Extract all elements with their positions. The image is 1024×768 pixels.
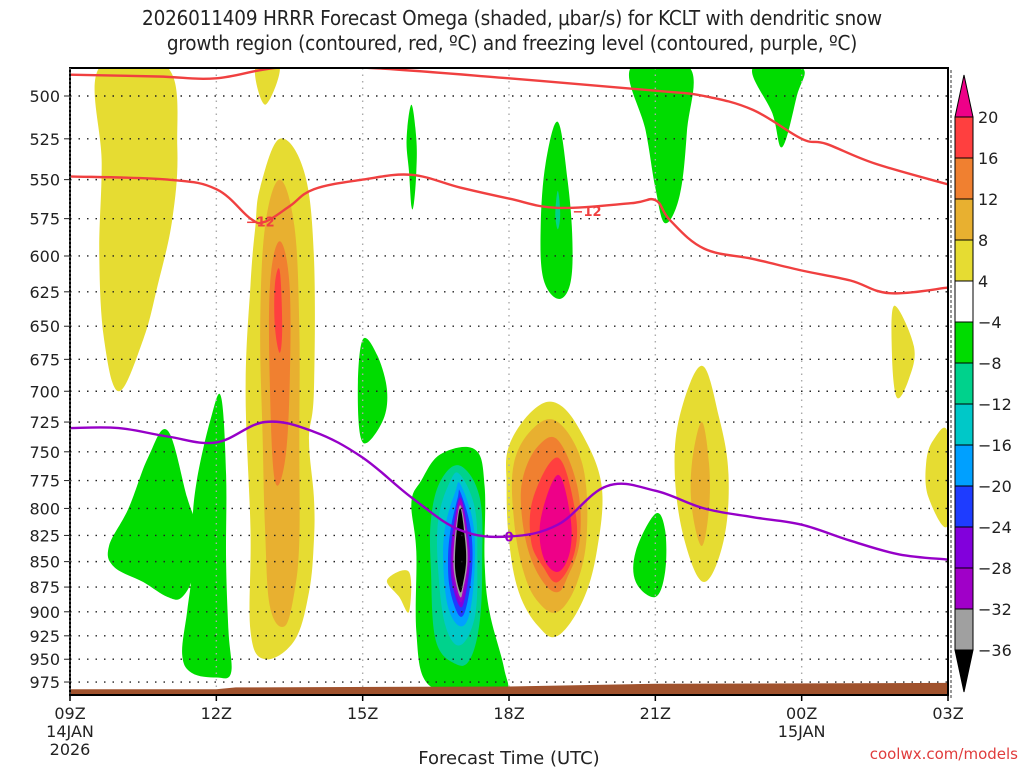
omega-region-magenta-core-19z: [539, 474, 572, 572]
colorbar-bin: [954, 239, 974, 282]
omega-region-green-blob-10z: [107, 428, 198, 600]
colorbar-bin: [954, 280, 974, 323]
colorbar-bin: [954, 403, 974, 446]
colorbar-label: 8: [978, 231, 988, 250]
y-tick-label: 600: [29, 247, 60, 266]
colorbar-arrow-top: [954, 74, 974, 118]
chart-title-line-1: 2026011409 HRRR Forecast Omega (shaded, …: [142, 6, 882, 30]
y-tick-label: 725: [29, 413, 60, 432]
colorbar: 20 16 12 8 4 −4 −8 −12 −16 −20 −24 −28 −32 −36: [950, 70, 1012, 700]
y-tick-label: 675: [29, 350, 60, 369]
y-tick-label: 850: [29, 553, 60, 572]
y-tick-label: 550: [29, 171, 60, 190]
x-tick-label: 15Z: [347, 704, 378, 723]
colorbar-label: 16: [978, 149, 998, 168]
colorbar-bin: [954, 157, 974, 200]
omega-region-yellow-plume-09z: [94, 68, 178, 392]
y-tick-label: 500: [29, 87, 60, 106]
colorbar-bin: [954, 567, 974, 610]
colorbar-bin: [954, 198, 974, 241]
contour-freezing-level: [70, 420, 948, 561]
omega-region-green-blob-21z: [629, 68, 694, 224]
contour-layer: −12 −12 0: [70, 68, 948, 561]
contour-label-dgz-lower: −12: [246, 216, 275, 231]
contour-dgz-upper: [70, 68, 948, 186]
omega-region-yellow-blob-13z: [254, 68, 280, 105]
x-axis-title: Forecast Time (UTC): [418, 748, 599, 768]
omega-region-green-spike-16z: [406, 104, 417, 210]
colorbar-arrow-bottom: [954, 649, 974, 693]
y-tick-label: 750: [29, 443, 60, 462]
omega-shading-layer: [94, 68, 948, 694]
colorbar-label: −32: [978, 600, 1012, 619]
y-axis: 500 525 550 575 600 625 650 675 700 725 750 775 800 8…: [29, 68, 71, 695]
y-tick-label: 700: [29, 382, 60, 401]
x-tick-label: 00Z: [786, 704, 817, 723]
colorbar-bin: [954, 444, 974, 487]
colorbar-bin: [954, 321, 974, 364]
y-tick-label: 650: [29, 317, 60, 336]
colorbar-label: 4: [978, 272, 988, 291]
contour-label-dgz-lower: −12: [573, 205, 602, 220]
x-tick-label: 18Z: [493, 704, 524, 723]
omega-region-teal-speck-19z: [555, 190, 561, 230]
colorbar-label: −16: [978, 436, 1012, 455]
terrain-fill: [70, 682, 948, 695]
x-tick-label: 09Z: [54, 704, 85, 723]
terrain-layer: [70, 682, 948, 695]
omega-region-red-core-14z: [274, 268, 283, 353]
x-tick-label: 12Z: [201, 704, 232, 723]
y-tick-label: 825: [29, 526, 60, 545]
x-tick-sublabel: 2026: [50, 740, 91, 759]
omega-region-lightorange-core-22z: [690, 422, 710, 546]
y-tick-label: 625: [29, 283, 60, 302]
y-tick-label: 950: [29, 650, 60, 669]
y-tick-label: 925: [29, 627, 60, 646]
omega-region-green-blob-23z: [751, 68, 805, 148]
colorbar-label: −8: [978, 354, 1002, 373]
x-tick-label: 21Z: [640, 704, 671, 723]
omega-region-yellow-speck-02z: [891, 305, 915, 399]
omega-region-green-speck-21z: [633, 513, 667, 598]
x-tick-sublabel: 14JAN: [46, 722, 94, 741]
omega-region-green-blob-15z: [357, 337, 388, 444]
x-tick-label: 03Z: [932, 704, 963, 723]
x-tick-sublabel: 15JAN: [778, 722, 826, 741]
colorbar-bin: [954, 362, 974, 405]
colorbar-label: −36: [978, 641, 1012, 660]
chart-title-line-2: growth region (contoured, red, ºC) and f…: [166, 31, 858, 55]
colorbar-label: 12: [978, 190, 998, 209]
contour-dgz-lower: [70, 173, 948, 295]
credit-link[interactable]: coolwx.com/models: [870, 745, 1018, 763]
colorbar-bin: [954, 526, 974, 569]
colorbar-label: −20: [978, 477, 1012, 496]
colorbar-bin: [954, 485, 974, 528]
colorbar-label: −28: [978, 559, 1012, 578]
y-tick-label: 800: [29, 499, 60, 518]
omega-region-yellow-edge-03z: [925, 427, 948, 528]
y-tick-label: 875: [29, 578, 60, 597]
colorbar-bin: [954, 608, 974, 651]
y-tick-label: 975: [29, 673, 60, 692]
y-tick-label: 575: [29, 210, 60, 229]
contour-label-freezing-level: 0: [504, 530, 513, 545]
y-tick-label: 525: [29, 130, 60, 149]
colorbar-bin: [954, 116, 974, 159]
colorbar-label: −24: [978, 518, 1012, 537]
colorbar-label: −12: [978, 395, 1012, 414]
chart-title: 2026011409 HRRR Forecast Omega (shaded, …: [0, 6, 1024, 56]
y-tick-label: 775: [29, 472, 60, 491]
grid-layer: [70, 68, 948, 695]
colorbar-label: 20: [978, 108, 998, 127]
omega-region-yellow-speck-15z: [386, 570, 412, 613]
colorbar-label: −4: [978, 313, 1002, 332]
y-tick-label: 900: [29, 603, 60, 622]
